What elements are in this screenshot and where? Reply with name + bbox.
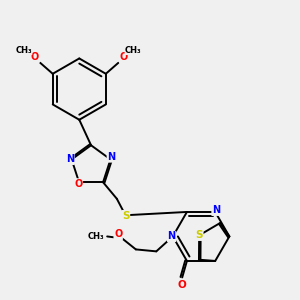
Text: CH₃: CH₃ xyxy=(125,46,142,55)
Text: S: S xyxy=(122,211,130,220)
Text: CH₃: CH₃ xyxy=(15,46,32,55)
Text: O: O xyxy=(114,230,122,239)
Text: N: N xyxy=(107,152,115,162)
Text: O: O xyxy=(31,52,39,62)
Text: CH₃: CH₃ xyxy=(88,232,104,241)
Text: O: O xyxy=(119,52,128,62)
Text: N: N xyxy=(167,231,176,242)
Text: O: O xyxy=(178,280,187,290)
Text: S: S xyxy=(195,230,203,240)
Text: N: N xyxy=(212,206,220,215)
Text: N: N xyxy=(66,154,74,164)
Text: O: O xyxy=(74,179,82,189)
